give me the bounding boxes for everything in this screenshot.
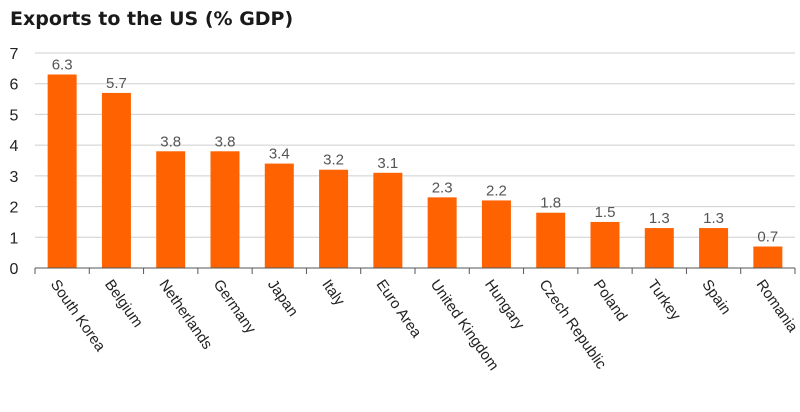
y-tick-label: 2 [10,200,19,217]
category-label: Japan [264,277,301,320]
category-label: Italy [318,277,348,310]
bar [753,246,783,268]
category-label: Hungary [481,277,528,334]
data-label: 2.2 [486,182,507,199]
bar [210,151,240,268]
y-axis-ticks: 0 1 2 3 4 5 6 7 [10,46,19,278]
data-label: 3.4 [269,146,290,163]
bar [644,228,674,268]
bars [47,74,783,268]
category-label: Poland [590,277,631,325]
bar [264,163,294,268]
data-label: 1.5 [595,204,616,221]
data-labels: 6.3 5.7 3.8 3.8 3.4 3.2 3.1 2.3 2.2 1.8 1.5 1.3 1.3 0… [52,57,779,246]
data-label: 1.3 [649,210,670,227]
y-tick-label: 1 [10,230,19,247]
gridlines [35,52,795,238]
y-tick-label: 3 [10,169,19,186]
chart-title: Exports to the US (% GDP) [10,8,294,30]
category-label: South Korea [47,277,109,356]
data-label: 5.7 [106,75,127,92]
category-label: Turkey [644,277,684,324]
y-tick-label: 0 [10,261,19,278]
data-label: 0.7 [757,229,778,246]
data-label: 2.3 [432,179,453,196]
bar [319,169,349,268]
x-axis [34,267,796,274]
data-label: 1.3 [703,210,724,227]
data-label: 3.8 [215,133,236,150]
bar [47,74,77,268]
bar [481,200,511,268]
bar [373,172,403,268]
data-label: 3.1 [377,155,398,172]
data-label: 6.3 [52,57,73,74]
category-label: Spain [698,277,734,318]
y-tick-label: 6 [10,77,19,94]
category-label: Romania [753,277,800,336]
category-label: Euro Area [373,277,426,342]
bar [590,221,620,268]
y-tick-label: 4 [10,138,19,155]
bar [536,212,566,268]
bar [156,151,186,268]
y-tick-label: 7 [10,46,19,63]
category-label: Germany [210,277,260,338]
data-label: 3.2 [323,152,344,169]
y-tick-label: 5 [10,107,19,124]
bar [427,197,457,268]
data-label: 3.8 [160,133,181,150]
data-label: 1.8 [540,195,561,212]
bar [699,228,729,268]
category-label: Netherlands [155,277,215,353]
bar [101,92,131,268]
category-label: Belgium [101,277,146,331]
